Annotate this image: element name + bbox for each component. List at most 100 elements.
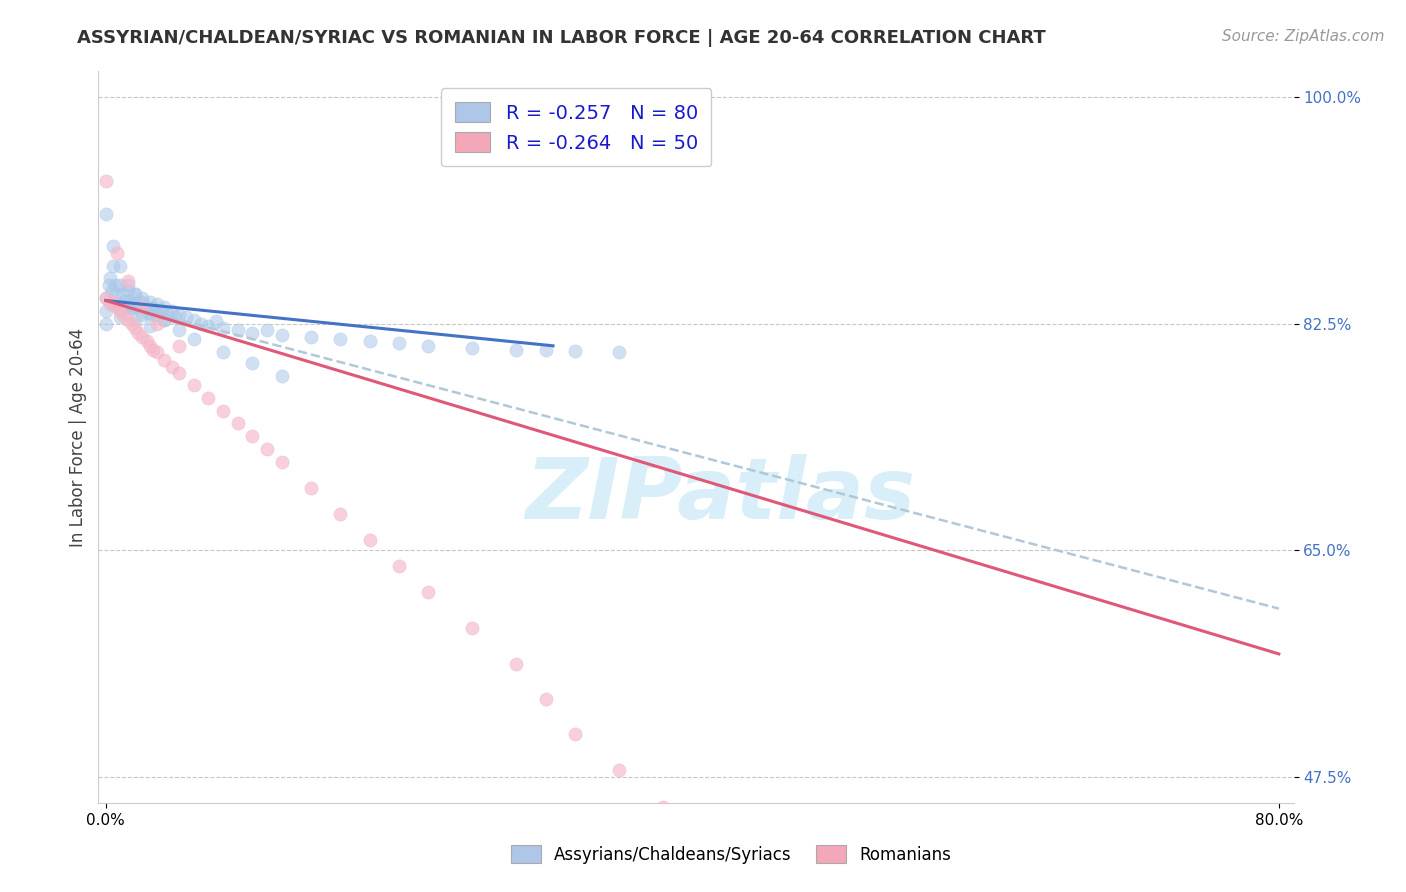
Point: [388, 558, 411, 573]
Point: [101, 294, 124, 309]
Point: [146, 308, 169, 322]
Point: [94, 207, 117, 221]
Point: [461, 621, 484, 635]
Point: [153, 313, 176, 327]
Point: [197, 391, 219, 405]
Point: [156, 306, 179, 320]
Point: [142, 343, 165, 357]
Point: [98, 271, 121, 285]
Point: [127, 294, 149, 309]
Text: ZIPatlаs: ZIPatlаs: [524, 454, 915, 537]
Point: [607, 764, 630, 778]
Point: [118, 293, 141, 308]
Point: [607, 345, 630, 359]
Point: [120, 301, 142, 316]
Point: [127, 326, 149, 340]
Point: [146, 308, 169, 322]
Point: [212, 403, 235, 417]
Point: [121, 297, 143, 311]
Point: [128, 301, 150, 316]
Point: [505, 343, 527, 357]
Point: [183, 313, 205, 327]
Point: [388, 336, 411, 351]
Point: [117, 300, 139, 314]
Point: [124, 313, 146, 327]
Point: [150, 303, 173, 318]
Point: [299, 481, 322, 495]
Text: Source: ZipAtlas.com: Source: ZipAtlas.com: [1222, 29, 1385, 44]
Point: [270, 455, 292, 469]
Point: [139, 306, 162, 320]
Point: [359, 334, 381, 348]
Point: [117, 277, 139, 292]
Point: [101, 239, 124, 253]
Point: [146, 345, 169, 359]
Point: [121, 317, 143, 331]
Point: [167, 308, 190, 322]
Point: [256, 323, 278, 337]
Point: [190, 317, 212, 331]
Point: [107, 300, 129, 314]
Point: [110, 310, 132, 325]
Point: [256, 442, 278, 457]
Point: [534, 343, 557, 357]
Point: [329, 332, 352, 346]
Point: [97, 277, 120, 292]
Point: [212, 345, 235, 359]
Point: [167, 366, 190, 380]
Point: [226, 417, 249, 431]
Point: [112, 308, 135, 322]
Point: [564, 727, 586, 741]
Point: [110, 259, 132, 273]
Point: [564, 343, 586, 358]
Point: [153, 300, 176, 314]
Point: [103, 277, 125, 292]
Point: [110, 297, 132, 311]
Point: [461, 342, 484, 356]
Point: [94, 291, 117, 305]
Point: [100, 285, 122, 299]
Point: [131, 291, 153, 305]
Point: [167, 339, 190, 353]
Legend: Assyrians/Chaldeans/Syriacs, Romanians: Assyrians/Chaldeans/Syriacs, Romanians: [503, 838, 959, 871]
Point: [114, 293, 136, 308]
Point: [124, 320, 146, 334]
Point: [242, 326, 264, 340]
Point: [131, 330, 153, 344]
Point: [139, 301, 162, 316]
Y-axis label: In Labor Force | Age 20-64: In Labor Force | Age 20-64: [69, 327, 87, 547]
Point: [418, 339, 440, 353]
Point: [108, 301, 131, 316]
Point: [270, 368, 292, 383]
Point: [101, 259, 124, 273]
Point: [176, 310, 198, 325]
Point: [242, 429, 264, 443]
Point: [212, 320, 235, 334]
Point: [107, 297, 129, 311]
Point: [418, 584, 440, 599]
Point: [131, 308, 153, 322]
Point: [110, 277, 132, 292]
Point: [153, 313, 176, 327]
Point: [534, 692, 557, 706]
Point: [146, 317, 169, 331]
Point: [242, 356, 264, 370]
Point: [329, 507, 352, 521]
Point: [135, 334, 157, 348]
Point: [505, 657, 527, 672]
Point: [681, 819, 703, 833]
Point: [139, 294, 162, 309]
Point: [226, 323, 249, 337]
Point: [710, 835, 733, 849]
Point: [167, 323, 190, 337]
Point: [98, 297, 121, 311]
Point: [131, 294, 153, 309]
Point: [94, 291, 117, 305]
Point: [117, 274, 139, 288]
Point: [135, 306, 157, 320]
Point: [153, 353, 176, 368]
Point: [299, 330, 322, 344]
Point: [139, 319, 162, 334]
Point: [94, 317, 117, 331]
Point: [142, 301, 165, 316]
